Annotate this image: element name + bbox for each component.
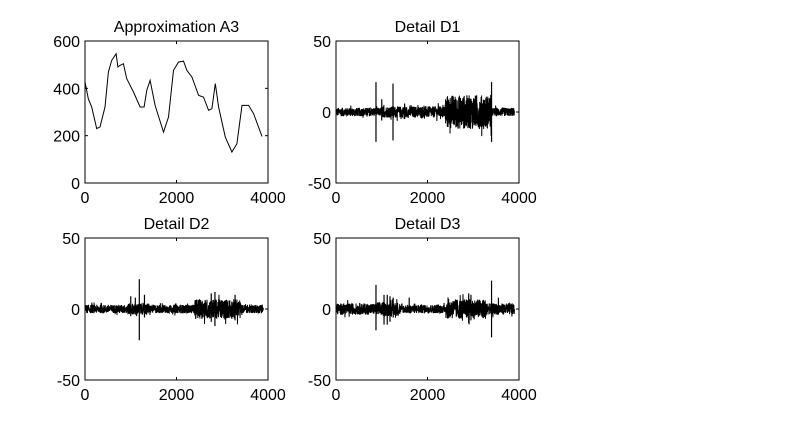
x-tick-label: 0 [332, 387, 341, 404]
y-tick-label: 0 [322, 302, 331, 319]
x-tick-label: 0 [81, 190, 90, 207]
x-tick-label: 2000 [159, 190, 195, 207]
subplot-title: Approximation A3 [114, 19, 240, 36]
y-tick-label: 50 [313, 34, 331, 51]
y-tick-label: 0 [71, 302, 80, 319]
y-tick-label: 50 [62, 231, 80, 248]
x-tick-label: 2000 [410, 190, 446, 207]
x-tick-label: 4000 [501, 190, 537, 207]
y-tick-label: 50 [313, 231, 331, 248]
x-tick-label: 2000 [410, 387, 446, 404]
y-tick-label: 0 [322, 105, 331, 122]
y-tick-label: -50 [308, 176, 331, 193]
series-line [84, 294, 264, 325]
x-tick-label: 0 [81, 387, 90, 404]
y-tick-label: -50 [57, 373, 80, 390]
subplot-title: Detail D2 [144, 216, 210, 233]
y-tick-label: 400 [53, 81, 80, 98]
series-line [84, 52, 263, 154]
subplot-1: Approximation A3 0 2000 4000 0 200 400 600 [53, 19, 286, 207]
subplot-title: Detail D3 [395, 216, 461, 233]
y-tick-label: 0 [71, 176, 80, 193]
series-line [335, 294, 515, 325]
subplot-title: Detail D1 [395, 19, 461, 36]
series-line [335, 94, 515, 137]
y-tick-label: -50 [308, 373, 331, 390]
x-tick-label: 0 [332, 190, 341, 207]
x-tick-label: 2000 [159, 387, 195, 404]
y-tick-label: 200 [53, 129, 80, 146]
x-tick-label: 4000 [250, 387, 286, 404]
x-tick-label: 4000 [501, 387, 537, 404]
x-tick-label: 4000 [250, 190, 286, 207]
y-tick-label: 600 [53, 34, 80, 51]
axes-box [84, 40, 269, 184]
